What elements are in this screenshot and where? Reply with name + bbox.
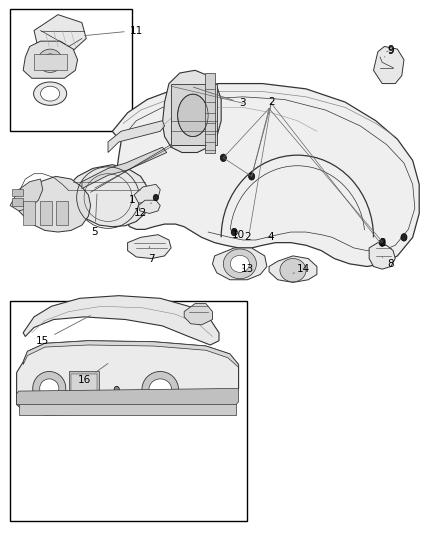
Polygon shape	[108, 120, 165, 152]
Ellipse shape	[379, 239, 385, 246]
Polygon shape	[138, 200, 160, 214]
Bar	[10, 10, 132, 131]
Ellipse shape	[142, 372, 179, 408]
Polygon shape	[82, 147, 167, 189]
Ellipse shape	[40, 379, 59, 398]
Ellipse shape	[114, 386, 119, 393]
Ellipse shape	[43, 54, 57, 68]
Ellipse shape	[249, 173, 254, 180]
Ellipse shape	[220, 154, 226, 161]
Text: 2: 2	[237, 232, 251, 243]
Bar	[205, 73, 215, 152]
Ellipse shape	[41, 86, 60, 101]
Polygon shape	[369, 243, 395, 269]
Text: 8: 8	[382, 257, 394, 269]
Polygon shape	[127, 235, 171, 259]
Ellipse shape	[38, 49, 62, 72]
Polygon shape	[17, 389, 239, 405]
Polygon shape	[113, 84, 419, 266]
Bar	[12, 198, 23, 206]
Polygon shape	[184, 304, 212, 325]
Ellipse shape	[401, 233, 407, 241]
Text: 2: 2	[379, 238, 385, 248]
Polygon shape	[64, 165, 149, 227]
Text: 4: 4	[267, 232, 275, 243]
Polygon shape	[162, 70, 221, 152]
Text: 5: 5	[92, 194, 98, 237]
Ellipse shape	[153, 195, 159, 201]
Polygon shape	[10, 179, 43, 211]
Polygon shape	[23, 341, 239, 367]
Text: 1: 1	[129, 190, 141, 205]
Bar	[69, 371, 99, 400]
Polygon shape	[17, 341, 239, 415]
Polygon shape	[134, 184, 160, 203]
Bar	[71, 374, 97, 398]
Polygon shape	[23, 41, 78, 78]
Text: 10: 10	[232, 230, 245, 240]
Ellipse shape	[280, 259, 306, 282]
Polygon shape	[212, 248, 267, 280]
Text: 7: 7	[148, 246, 155, 263]
Text: 14: 14	[293, 264, 311, 274]
Ellipse shape	[149, 379, 172, 400]
Ellipse shape	[230, 255, 250, 272]
Bar	[12, 189, 23, 196]
Polygon shape	[374, 46, 404, 84]
Text: 12: 12	[134, 203, 152, 219]
Text: 2: 2	[268, 97, 275, 107]
Text: 9: 9	[385, 46, 394, 57]
Bar	[34, 54, 67, 70]
Ellipse shape	[231, 228, 237, 236]
Text: 3: 3	[193, 87, 245, 108]
Polygon shape	[34, 14, 86, 54]
Ellipse shape	[223, 249, 256, 279]
Bar	[10, 301, 247, 521]
Bar	[23, 201, 35, 225]
Bar	[40, 201, 52, 225]
Polygon shape	[23, 296, 219, 345]
Text: 9: 9	[387, 45, 394, 55]
Text: 13: 13	[240, 264, 254, 274]
Ellipse shape	[33, 372, 66, 406]
Ellipse shape	[34, 82, 67, 106]
Text: 11: 11	[85, 26, 143, 36]
Text: 15: 15	[36, 316, 90, 346]
Bar	[56, 201, 68, 225]
Text: 16: 16	[78, 364, 108, 385]
Polygon shape	[19, 176, 91, 232]
Bar	[19, 402, 237, 415]
Polygon shape	[269, 256, 317, 282]
Bar	[171, 84, 217, 144]
Ellipse shape	[178, 94, 208, 136]
